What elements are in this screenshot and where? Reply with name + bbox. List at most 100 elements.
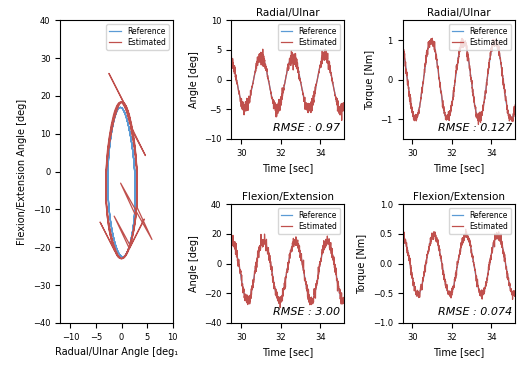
Estimated [110,244,116,249]
Reference [256,55,263,59]
Estimated [341,103,347,108]
Reference [474,113,480,117]
Estimated [330,258,336,262]
Reference [411,115,417,120]
Reference [316,266,322,271]
Y-axis label: Angle [deg]: Angle [deg] [189,51,199,108]
Reference [330,256,336,260]
Estimated [302,282,309,286]
Reference [118,106,124,110]
Reference [487,258,493,263]
Y-axis label: Angle [deg]: Angle [deg] [189,235,199,292]
X-axis label: Radual/Ulnar Angle [deg₁: Radual/Ulnar Angle [deg₁ [55,347,178,357]
Estimated [117,100,123,104]
Title: Flexion/Extension: Flexion/Extension [413,192,505,202]
Reference [316,67,323,72]
Reference [105,175,111,179]
Reference [501,87,507,92]
Estimated [105,216,111,220]
Reference [256,249,262,254]
Line: Estimated: Estimated [231,49,344,120]
Estimated [341,297,347,302]
Estimated [277,306,283,310]
Text: RMSE : 0.074: RMSE : 0.074 [438,307,512,317]
Reference [117,105,123,110]
Line: Reference: Reference [108,107,135,257]
Estimated [262,232,268,236]
Y-axis label: Torque [Nm]: Torque [Nm] [365,49,375,110]
Estimated [509,297,516,301]
Line: Reference: Reference [231,57,344,108]
Reference [431,46,438,50]
Reference [400,233,406,237]
Reference [435,242,441,247]
Estimated [400,230,406,235]
Estimated [427,242,433,247]
Estimated [264,248,270,253]
Estimated [501,85,507,89]
Reference [510,292,517,297]
Estimated [104,163,110,168]
Reference [473,277,480,282]
Line: Estimated: Estimated [403,229,515,299]
Reference [132,184,139,189]
Reference [302,102,309,107]
Estimated [228,238,234,242]
Reference [487,53,494,57]
Estimated [134,184,140,189]
Reference [228,239,234,244]
Reference [256,55,262,60]
Reference [264,245,270,249]
Estimated [338,118,345,123]
Estimated [512,103,518,107]
Reference [108,223,115,228]
Line: Estimated: Estimated [231,234,344,308]
Reference [435,71,441,75]
Reference [427,40,434,44]
Text: RMSE : 3.00: RMSE : 3.00 [274,307,340,317]
Legend: Reference, Estimated: Reference, Estimated [106,24,169,50]
Estimated [316,68,322,72]
Reference [260,57,267,61]
Estimated [106,71,112,76]
Reference [117,254,123,258]
Line: Estimated: Estimated [403,38,515,124]
Reference [260,239,266,244]
Estimated [113,253,120,257]
Reference [120,255,126,259]
Title: Radial/Ulnar: Radial/Ulnar [427,8,491,18]
Line: Reference: Reference [403,42,515,117]
Estimated [475,122,482,127]
Estimated [256,245,262,249]
Estimated [512,289,518,293]
Estimated [473,278,480,282]
Legend: Reference, Estimated: Reference, Estimated [449,24,511,50]
Estimated [462,227,469,231]
Reference [427,40,433,44]
Estimated [228,49,234,54]
Reference [341,298,347,303]
Legend: Reference, Estimated: Reference, Estimated [278,24,340,50]
Estimated [259,47,266,51]
Y-axis label: Torque [Nm]: Torque [Nm] [357,234,367,294]
Reference [264,72,270,76]
Line: Reference: Reference [231,241,344,301]
Reference [427,241,433,245]
Reference [324,239,331,244]
Reference [512,291,518,295]
Legend: Reference, Estimated: Reference, Estimated [278,208,340,234]
Reference [341,101,347,106]
Reference [240,106,246,110]
Estimated [400,45,406,50]
Estimated [473,111,480,115]
Estimated [118,256,124,261]
Estimated [487,54,494,58]
Legend: Reference, Estimated: Reference, Estimated [449,208,511,234]
Line: Estimated: Estimated [100,73,152,259]
Reference [302,278,309,283]
Y-axis label: Flexion/Extension Angle [deg]: Flexion/Extension Angle [deg] [17,99,27,245]
Estimated [435,66,441,71]
Estimated [264,72,270,76]
Reference [400,45,406,49]
Reference [512,104,518,109]
